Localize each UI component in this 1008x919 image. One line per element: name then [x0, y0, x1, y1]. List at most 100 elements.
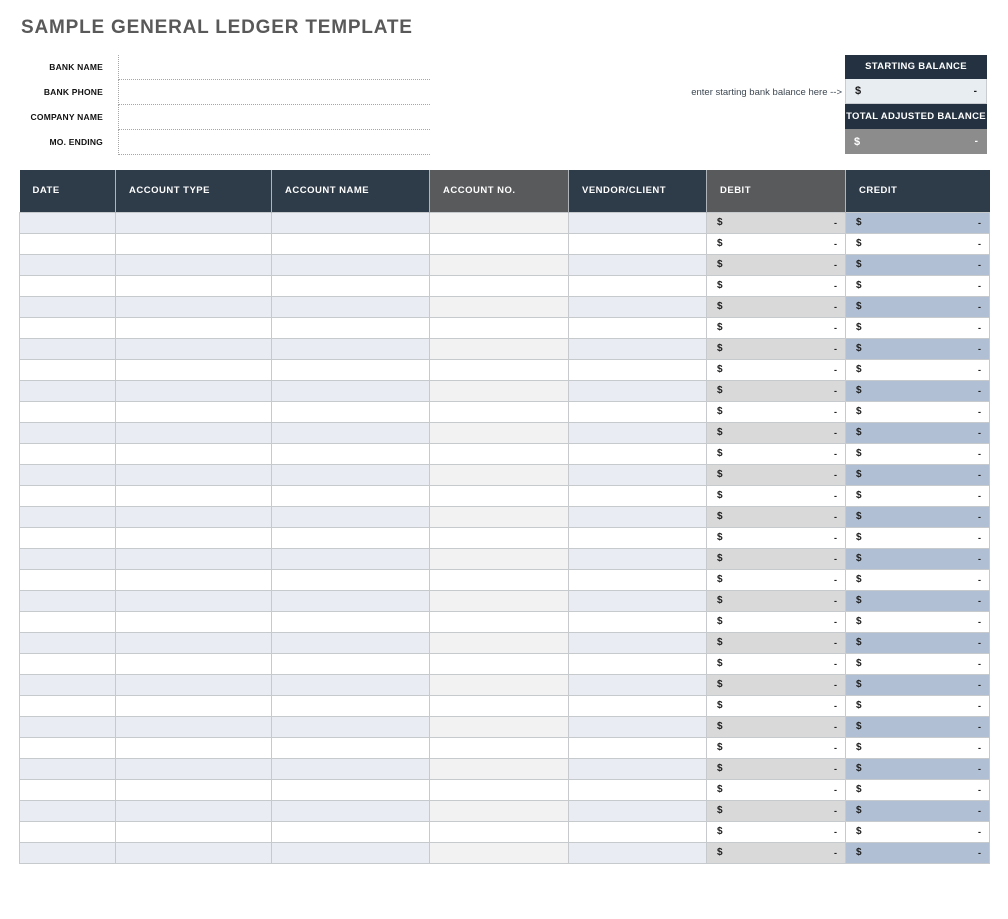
ledger-cell-account-type[interactable]: [115, 568, 272, 591]
ledger-cell-account-no[interactable]: [429, 820, 569, 843]
ledger-cell-account-name[interactable]: [271, 673, 430, 696]
ledger-cell-vendor-client[interactable]: [568, 400, 707, 423]
ledger-cell-date[interactable]: [19, 778, 116, 801]
ledger-cell-account-type[interactable]: [115, 337, 272, 360]
ledger-cell-debit[interactable]: $ -: [706, 631, 846, 654]
ledger-cell-vendor-client[interactable]: [568, 253, 707, 276]
ledger-cell-date[interactable]: [19, 505, 116, 528]
ledger-cell-vendor-client[interactable]: [568, 631, 707, 654]
ledger-cell-account-name[interactable]: [271, 358, 430, 381]
ledger-cell-account-no[interactable]: [429, 253, 569, 276]
ledger-cell-account-no[interactable]: [429, 547, 569, 570]
ledger-cell-vendor-client[interactable]: [568, 421, 707, 444]
starting-balance-cell[interactable]: $ -: [845, 79, 987, 104]
ledger-cell-account-name[interactable]: [271, 253, 430, 276]
ledger-cell-account-name[interactable]: [271, 400, 430, 423]
ledger-cell-account-type[interactable]: [115, 253, 272, 276]
ledger-cell-credit[interactable]: $ -: [845, 400, 990, 423]
ledger-cell-debit[interactable]: $ -: [706, 442, 846, 465]
ledger-cell-account-name[interactable]: [271, 379, 430, 402]
ledger-cell-credit[interactable]: $ -: [845, 442, 990, 465]
ledger-cell-date[interactable]: [19, 232, 116, 255]
ledger-cell-credit[interactable]: $ -: [845, 820, 990, 843]
ledger-cell-credit[interactable]: $ -: [845, 568, 990, 591]
ledger-cell-debit[interactable]: $ -: [706, 274, 846, 297]
ledger-cell-account-name[interactable]: [271, 757, 430, 780]
ledger-cell-account-name[interactable]: [271, 337, 430, 360]
ledger-cell-date[interactable]: [19, 715, 116, 738]
ledger-cell-account-no[interactable]: [429, 568, 569, 591]
ledger-cell-account-no[interactable]: [429, 610, 569, 633]
ledger-cell-vendor-client[interactable]: [568, 274, 707, 297]
ledger-cell-account-no[interactable]: [429, 757, 569, 780]
ledger-cell-account-no[interactable]: [429, 694, 569, 717]
ledger-cell-account-name[interactable]: [271, 232, 430, 255]
bank-name-input[interactable]: [118, 55, 430, 80]
ledger-cell-vendor-client[interactable]: [568, 757, 707, 780]
ledger-cell-account-no[interactable]: [429, 778, 569, 801]
ledger-cell-vendor-client[interactable]: [568, 211, 707, 234]
ledger-cell-credit[interactable]: $ -: [845, 841, 990, 864]
ledger-cell-credit[interactable]: $ -: [845, 337, 990, 360]
ledger-cell-credit[interactable]: $ -: [845, 505, 990, 528]
ledger-cell-account-name[interactable]: [271, 799, 430, 822]
ledger-cell-account-type[interactable]: [115, 400, 272, 423]
ledger-cell-account-name[interactable]: [271, 568, 430, 591]
ledger-cell-vendor-client[interactable]: [568, 778, 707, 801]
ledger-cell-debit[interactable]: $ -: [706, 778, 846, 801]
ledger-cell-account-name[interactable]: [271, 505, 430, 528]
ledger-cell-account-type[interactable]: [115, 379, 272, 402]
ledger-cell-date[interactable]: [19, 421, 116, 444]
ledger-cell-vendor-client[interactable]: [568, 484, 707, 507]
ledger-cell-account-name[interactable]: [271, 589, 430, 612]
ledger-cell-credit[interactable]: $ -: [845, 778, 990, 801]
ledger-cell-vendor-client[interactable]: [568, 841, 707, 864]
ledger-cell-date[interactable]: [19, 568, 116, 591]
ledger-cell-account-name[interactable]: [271, 484, 430, 507]
ledger-cell-date[interactable]: [19, 295, 116, 318]
ledger-cell-account-type[interactable]: [115, 526, 272, 549]
ledger-cell-date[interactable]: [19, 253, 116, 276]
ledger-cell-date[interactable]: [19, 673, 116, 696]
ledger-cell-account-type[interactable]: [115, 442, 272, 465]
ledger-cell-debit[interactable]: $ -: [706, 820, 846, 843]
ledger-cell-vendor-client[interactable]: [568, 694, 707, 717]
ledger-cell-account-name[interactable]: [271, 274, 430, 297]
ledger-cell-debit[interactable]: $ -: [706, 253, 846, 276]
ledger-cell-debit[interactable]: $ -: [706, 736, 846, 759]
ledger-cell-vendor-client[interactable]: [568, 295, 707, 318]
ledger-cell-debit[interactable]: $ -: [706, 463, 846, 486]
ledger-cell-vendor-client[interactable]: [568, 463, 707, 486]
ledger-cell-account-name[interactable]: [271, 526, 430, 549]
ledger-cell-account-type[interactable]: [115, 547, 272, 570]
bank-phone-input[interactable]: [118, 80, 430, 105]
ledger-cell-credit[interactable]: $ -: [845, 631, 990, 654]
ledger-cell-account-type[interactable]: [115, 631, 272, 654]
ledger-cell-date[interactable]: [19, 400, 116, 423]
ledger-cell-account-type[interactable]: [115, 736, 272, 759]
ledger-cell-account-name[interactable]: [271, 631, 430, 654]
ledger-cell-date[interactable]: [19, 799, 116, 822]
ledger-cell-account-no[interactable]: [429, 673, 569, 696]
ledger-cell-vendor-client[interactable]: [568, 526, 707, 549]
ledger-cell-vendor-client[interactable]: [568, 652, 707, 675]
ledger-cell-account-name[interactable]: [271, 694, 430, 717]
ledger-cell-credit[interactable]: $ -: [845, 715, 990, 738]
ledger-cell-credit[interactable]: $ -: [845, 589, 990, 612]
ledger-cell-account-no[interactable]: [429, 379, 569, 402]
ledger-cell-vendor-client[interactable]: [568, 610, 707, 633]
ledger-cell-credit[interactable]: $ -: [845, 547, 990, 570]
ledger-cell-debit[interactable]: $ -: [706, 358, 846, 381]
ledger-cell-account-no[interactable]: [429, 337, 569, 360]
ledger-cell-debit[interactable]: $ -: [706, 211, 846, 234]
ledger-cell-account-name[interactable]: [271, 841, 430, 864]
ledger-cell-account-type[interactable]: [115, 463, 272, 486]
ledger-cell-account-name[interactable]: [271, 715, 430, 738]
company-name-input[interactable]: [118, 105, 430, 130]
ledger-cell-account-name[interactable]: [271, 463, 430, 486]
ledger-cell-account-no[interactable]: [429, 484, 569, 507]
ledger-cell-vendor-client[interactable]: [568, 337, 707, 360]
ledger-cell-debit[interactable]: $ -: [706, 421, 846, 444]
ledger-cell-account-type[interactable]: [115, 484, 272, 507]
ledger-cell-debit[interactable]: $ -: [706, 757, 846, 780]
